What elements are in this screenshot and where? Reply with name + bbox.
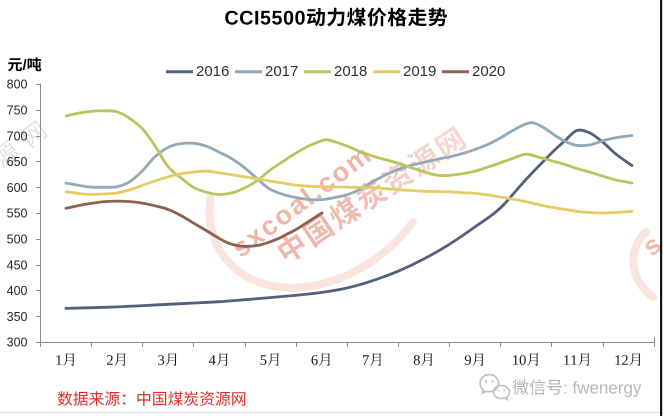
svg-text:550: 550 [7, 207, 28, 221]
svg-text:450: 450 [7, 258, 28, 272]
svg-text:2020: 2020 [472, 63, 505, 80]
svg-text:350: 350 [7, 310, 28, 324]
svg-text:2018: 2018 [334, 63, 367, 80]
svg-text:2019: 2019 [403, 63, 436, 80]
svg-text:2017: 2017 [265, 63, 298, 80]
svg-text:300: 300 [7, 336, 28, 350]
svg-text:400: 400 [7, 284, 28, 298]
svg-text:500: 500 [7, 233, 28, 247]
svg-text:800: 800 [7, 78, 28, 92]
svg-text:600: 600 [7, 181, 28, 195]
svg-text:700: 700 [7, 129, 28, 143]
svg-text:650: 650 [7, 155, 28, 169]
svg-text:2016: 2016 [196, 63, 229, 80]
svg-text:750: 750 [7, 104, 28, 118]
